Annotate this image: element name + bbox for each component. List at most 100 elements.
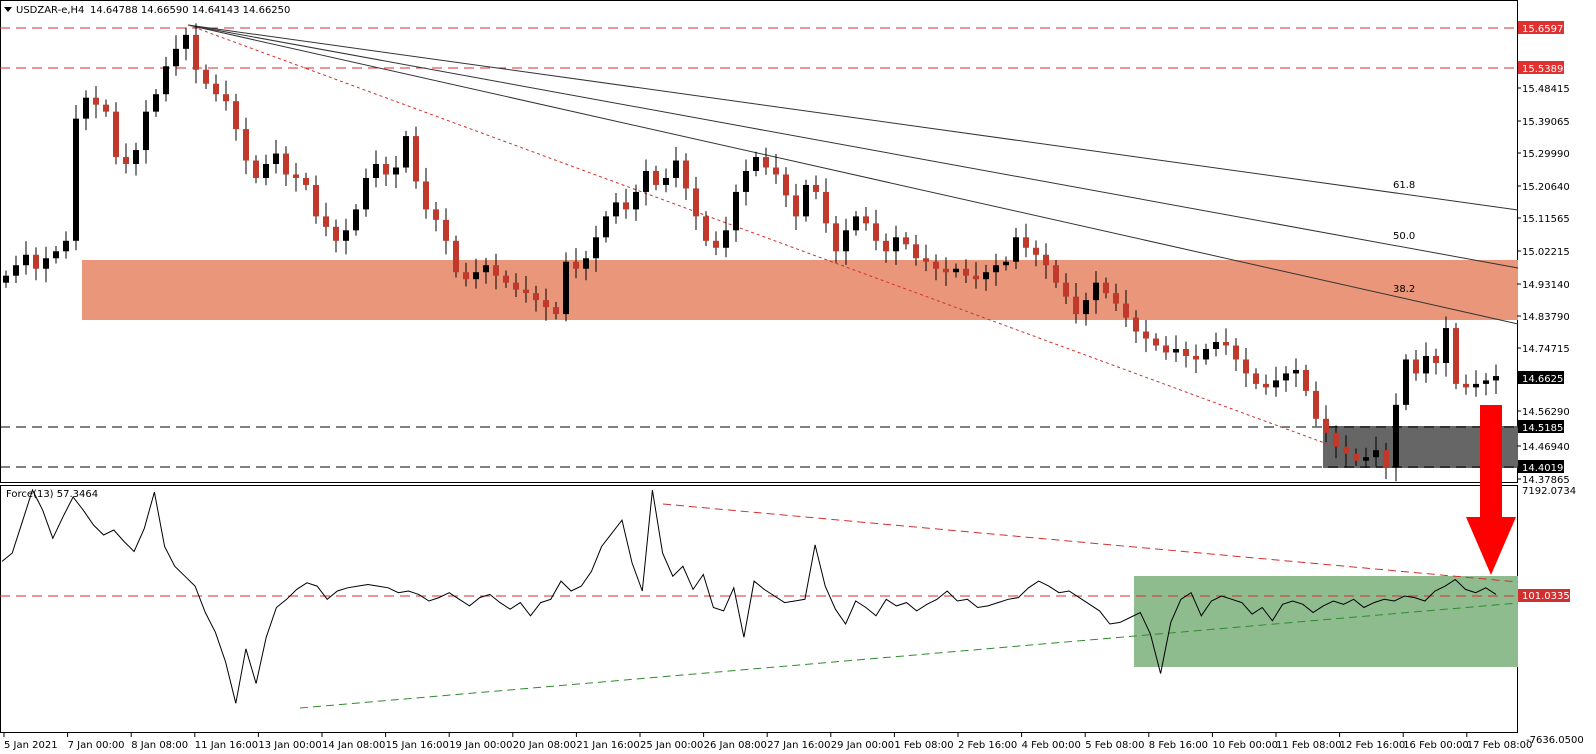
svg-text:15.39065: 15.39065 (1522, 117, 1570, 128)
price-tick: 14.37865 (1517, 475, 1570, 486)
time-tick: 7 Jan 00:00 (67, 733, 125, 751)
candle (1473, 370, 1479, 397)
candle (773, 153, 779, 184)
time-tick: 11 Jan 16:00 (194, 733, 258, 751)
candle (453, 235, 459, 278)
svg-text:8 Feb 16:00: 8 Feb 16:00 (1149, 740, 1208, 751)
time-tick: 21 Jan 16:00 (575, 733, 640, 751)
fib-fan-line-61-8 (187, 24, 1519, 211)
candle (1293, 358, 1299, 388)
candle (303, 172, 309, 191)
candle (1203, 343, 1209, 365)
price-tick: 15.20640 (1517, 182, 1570, 193)
svg-text:15.48415: 15.48415 (1522, 84, 1570, 95)
candle (343, 218, 349, 255)
candle (1273, 366, 1279, 397)
candle (293, 162, 299, 192)
candle (973, 262, 979, 289)
candle (433, 202, 439, 232)
svg-text:27 Jan 16:00: 27 Jan 16:00 (767, 740, 830, 751)
svg-text:15.65970: 15.65970 (1522, 24, 1570, 35)
price-tick: 15.29990 (1517, 149, 1570, 160)
price-tick: 14.56290 (1517, 407, 1570, 418)
candle (513, 273, 519, 297)
candle (1283, 366, 1289, 392)
candle (283, 146, 289, 187)
candle (1303, 364, 1309, 397)
indicator-axis-min: -7636.0500 (1526, 735, 1584, 746)
candle (733, 184, 739, 242)
candle (553, 301, 559, 320)
candle (1123, 290, 1129, 328)
candle (1163, 336, 1169, 360)
indicator-axis-max: 7192.0734 (1522, 486, 1576, 497)
candle (493, 253, 499, 290)
candle (813, 175, 819, 200)
svg-text:7 Jan 00:00: 7 Jan 00:00 (68, 740, 125, 751)
candle (223, 80, 229, 111)
svg-text:14.66250: 14.66250 (1522, 374, 1570, 385)
candle (1253, 368, 1259, 390)
svg-text:5 Jan 2021: 5 Jan 2021 (4, 740, 58, 751)
svg-text:26 Jan 08:00: 26 Jan 08:00 (704, 740, 767, 751)
candle (963, 259, 969, 284)
candle (933, 254, 939, 281)
price-tick: 15.65970 (1517, 21, 1570, 35)
candle (583, 250, 589, 281)
candle (423, 167, 429, 219)
candle (263, 154, 269, 186)
candle (1103, 277, 1109, 299)
candle (843, 218, 849, 265)
fib-label-61-8: 61.8 (1393, 180, 1415, 191)
candle (253, 155, 259, 184)
candle (23, 241, 29, 275)
time-tick: 2 Feb 16:00 (957, 733, 1017, 751)
candle (1333, 425, 1339, 459)
candle (1213, 332, 1219, 357)
candle (1323, 405, 1329, 443)
candle (1413, 350, 1419, 381)
candle (473, 258, 479, 289)
svg-text:15.29990: 15.29990 (1522, 149, 1570, 160)
time-tick: 10 Feb 00:00 (1211, 733, 1278, 751)
price-tick: 15.11565 (1517, 214, 1570, 225)
candle (1353, 448, 1359, 466)
time-tick: 5 Feb 08:00 (1084, 733, 1144, 751)
candle (143, 100, 149, 164)
indicator-level-badge: 101.0335 (1518, 589, 1570, 602)
candle (693, 176, 699, 230)
candle (893, 225, 899, 265)
candle (763, 147, 769, 175)
svg-text:2 Feb 16:00: 2 Feb 16:00 (958, 740, 1017, 751)
price-tick: 14.74715 (1517, 344, 1570, 355)
time-tick: 1 Feb 08:00 (893, 733, 954, 751)
svg-text:8 Jan 08:00: 8 Jan 08:00 (131, 740, 188, 751)
candle (623, 188, 629, 219)
candle (1233, 338, 1239, 371)
time-axis: 5 Jan 2021 7 Jan 00:00 8 Jan 08:00 11 Jan 1… (3, 733, 1532, 751)
price-panel-frame (0, 0, 1518, 483)
candle (183, 27, 189, 61)
time-tick: 26 Jan 08:00 (703, 733, 767, 751)
candle (713, 231, 719, 256)
svg-text:14.46940: 14.46940 (1522, 442, 1570, 453)
candle (943, 257, 949, 286)
time-tick: 13 Jan 00:00 (257, 733, 322, 751)
candle (1093, 271, 1099, 314)
candle (413, 126, 419, 189)
candle (33, 247, 39, 281)
candle (1183, 341, 1189, 368)
svg-text:12 Feb 16:00: 12 Feb 16:00 (1340, 740, 1406, 751)
candle (1363, 447, 1369, 469)
candle (1483, 373, 1489, 396)
price-tick: 14.66250 (1517, 371, 1570, 385)
candle (593, 225, 599, 272)
svg-text:4 Feb 00:00: 4 Feb 00:00 (1022, 740, 1081, 751)
fib-fan-line-38-2 (187, 24, 1519, 325)
fib-label-50-0: 50.0 (1393, 231, 1415, 242)
candle (383, 156, 389, 187)
symbol-label: USDZAR-e,H4 (16, 5, 84, 16)
candle (1423, 342, 1429, 383)
price-tick: 15.39065 (1517, 117, 1570, 128)
candle (683, 153, 689, 200)
